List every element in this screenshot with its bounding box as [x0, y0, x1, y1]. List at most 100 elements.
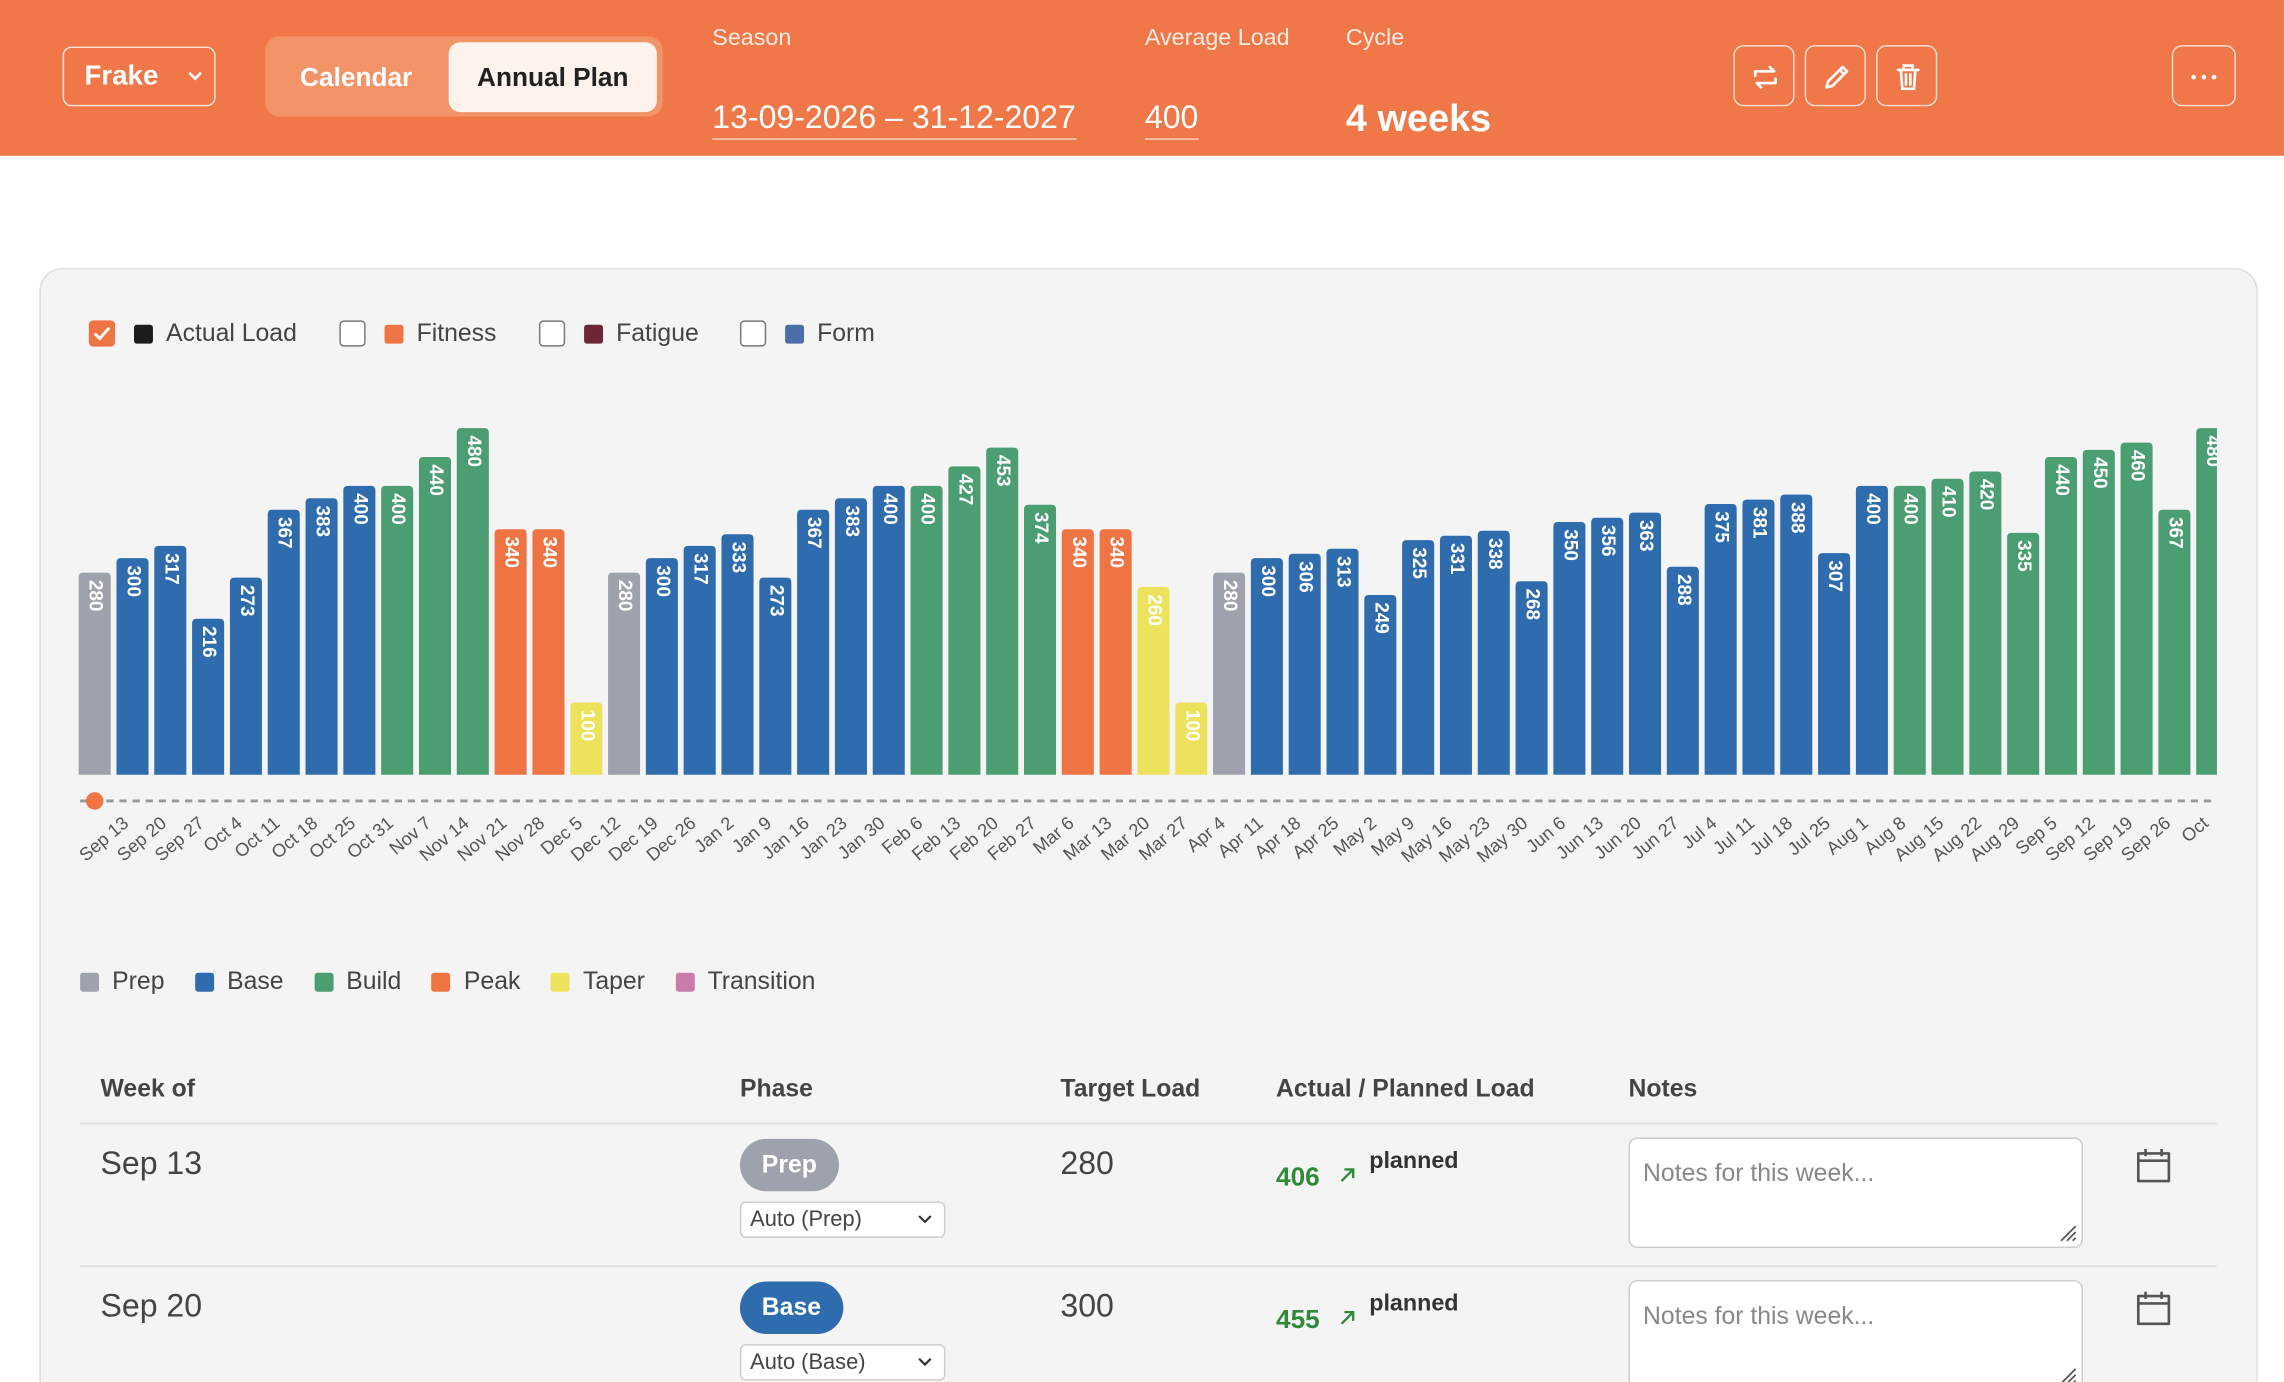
- bar: [1591, 517, 1624, 775]
- bar: [683, 545, 716, 775]
- bar: [1780, 494, 1813, 775]
- bar-value-label: 268: [1522, 589, 1543, 621]
- bar: [1515, 581, 1548, 775]
- bar: [1439, 535, 1472, 775]
- bar: [2120, 442, 2153, 775]
- bar: [1931, 478, 1964, 775]
- field-value[interactable]: 13-09-2026 – 31-12-2027: [712, 99, 1076, 140]
- column-header: Target Load: [1060, 1074, 1201, 1103]
- field-label: Cycle: [1345, 26, 1405, 51]
- bar: [192, 618, 225, 775]
- tab-active[interactable]: Annual Plan: [448, 42, 657, 113]
- bar-value-label: 420: [1975, 479, 1996, 511]
- bar: [78, 572, 111, 775]
- bar: [872, 485, 905, 775]
- bar: [1855, 485, 1888, 775]
- bar-value-label: 100: [576, 710, 597, 742]
- bar-value-label: 381: [1748, 507, 1769, 539]
- phase-label: Prep: [112, 966, 165, 995]
- bar: [1099, 529, 1132, 775]
- phase-swatch: [431, 972, 451, 992]
- checkbox[interactable]: [339, 320, 366, 347]
- actual-load[interactable]: 406: [1275, 1162, 1320, 1192]
- more-button[interactable]: [2171, 45, 2236, 107]
- phase-swatch: [314, 972, 334, 992]
- phase-select[interactable]: Auto (Prep): [739, 1201, 946, 1238]
- bar-value-label: 313: [1333, 556, 1354, 588]
- bar-value-label: 350: [1559, 529, 1580, 561]
- column-header: Phase: [739, 1074, 813, 1103]
- chevron-path: [188, 71, 202, 81]
- target-load: 300: [1060, 1287, 1114, 1324]
- field-value[interactable]: 400: [1144, 99, 1199, 140]
- phase-label: Peak: [463, 966, 521, 995]
- bar: [1326, 548, 1359, 775]
- notes-input[interactable]: Notes for this week...: [1628, 1137, 2083, 1249]
- legend-label: Fatigue: [616, 318, 699, 347]
- delete-button[interactable]: [1876, 45, 1938, 107]
- calendar-button[interactable]: [2135, 1146, 2171, 1184]
- trend-arrow: [1340, 1310, 1355, 1325]
- notes-placeholder: Notes for this week...: [1643, 1301, 1875, 1330]
- bar: [1893, 485, 1926, 775]
- bar-value-label: 300: [652, 565, 673, 597]
- profile-name: Frake: [84, 61, 159, 92]
- checkmark-path: [93, 326, 111, 341]
- bar-value-label: 333: [728, 542, 749, 574]
- notes-input[interactable]: Notes for this week...: [1628, 1280, 2083, 1382]
- bar: [2044, 457, 2077, 775]
- bar: [1818, 553, 1851, 775]
- bar-value-label: 340: [1106, 537, 1127, 569]
- bar-value-label: 400: [349, 493, 370, 525]
- phase-select[interactable]: Auto (Base): [739, 1344, 946, 1381]
- bar-value-label: 306: [1295, 561, 1316, 593]
- bar: [1477, 530, 1510, 775]
- x-tick-label: Jul 18: [1746, 813, 1796, 860]
- bar-value-label: 338: [1484, 538, 1505, 570]
- bar-value-label: 388: [1786, 502, 1807, 534]
- notes-placeholder: Notes for this week...: [1643, 1159, 1875, 1187]
- header-divider: [80, 1122, 2217, 1125]
- bar: [2158, 509, 2191, 775]
- phase-pill: Base: [739, 1281, 843, 1334]
- bar: [1364, 594, 1397, 775]
- bar: [1969, 471, 2002, 775]
- chevron: [918, 1215, 932, 1224]
- bar-value-label: 427: [954, 474, 975, 506]
- bar-value-label: 480: [2202, 435, 2223, 467]
- bar-value-label: 325: [1408, 547, 1429, 579]
- load-status: planned: [1369, 1149, 1459, 1174]
- checkbox[interactable]: [538, 320, 566, 347]
- tab-label[interactable]: Calendar: [300, 62, 413, 92]
- bar-value-label: 280: [1219, 580, 1240, 612]
- x-tick-label: May 2: [1329, 813, 1380, 860]
- swap-button[interactable]: [1733, 45, 1795, 107]
- bar-value-label: 340: [501, 537, 522, 569]
- phase-label: Build: [346, 966, 402, 995]
- bar: [418, 457, 452, 775]
- bar: [1137, 587, 1170, 775]
- legend-swatch: [785, 324, 805, 344]
- calendar-button[interactable]: [2135, 1289, 2171, 1327]
- bar-value-label: 216: [198, 626, 219, 658]
- bar: [608, 572, 641, 775]
- bar: [1213, 572, 1246, 775]
- week-label: Sep 20: [100, 1287, 203, 1324]
- trend-arrow-path: [1340, 1168, 1355, 1182]
- bar-value-label: 374: [1030, 512, 1051, 544]
- edit-button[interactable]: [1804, 45, 1866, 107]
- bar-value-label: 288: [1673, 574, 1694, 606]
- bar-value-label: 383: [312, 505, 333, 537]
- top-bar: Frake Calendar Annual Plan Season 13-09-2026…: [0, 0, 2284, 156]
- checkbox[interactable]: [88, 320, 116, 347]
- actual-load[interactable]: 455: [1275, 1304, 1320, 1334]
- row-divider: [80, 1265, 2217, 1267]
- bar: [381, 485, 414, 775]
- bar: [1704, 503, 1737, 775]
- bar-value-label: 400: [1862, 493, 1883, 525]
- bar: [154, 545, 187, 775]
- profile-select[interactable]: Frake: [62, 46, 216, 107]
- legend-swatch: [134, 324, 153, 344]
- bar-value-label: 300: [122, 565, 143, 597]
- checkbox[interactable]: [739, 320, 767, 347]
